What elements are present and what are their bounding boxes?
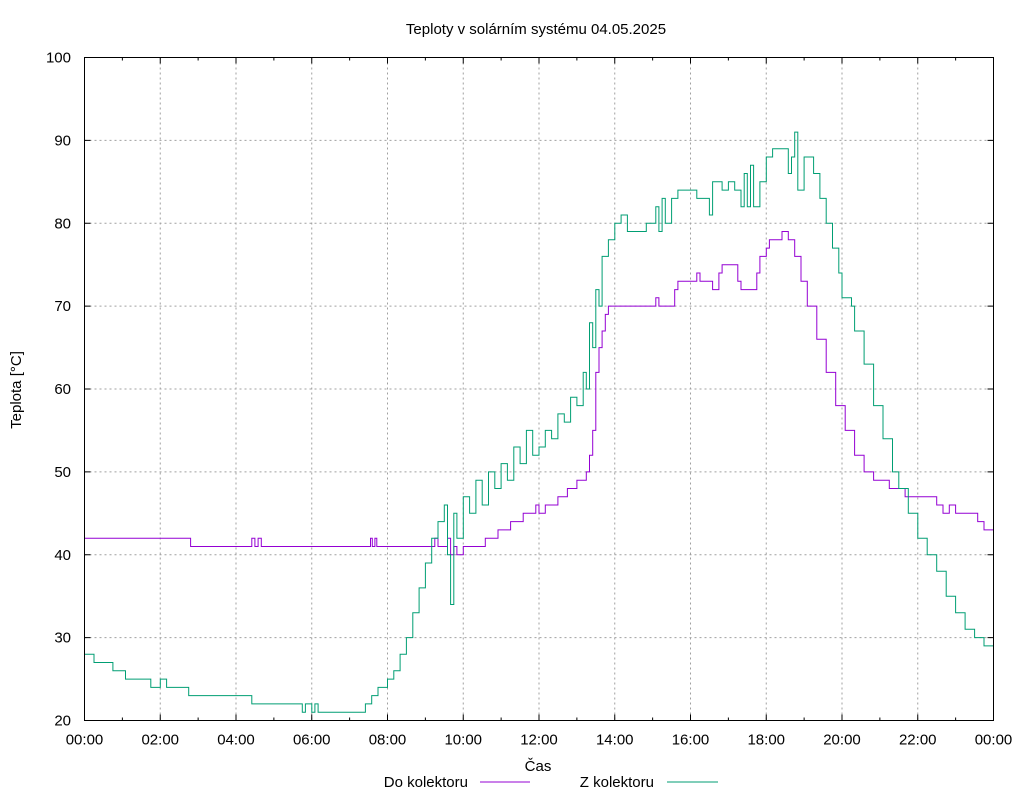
y-tick-label: 60 xyxy=(54,381,71,398)
x-tick-label: 14:00 xyxy=(596,732,634,749)
x-tick-label: 20:00 xyxy=(823,732,861,749)
x-tick-label: 16:00 xyxy=(672,732,710,749)
grid-lines xyxy=(84,57,994,721)
x-axis-label: Čas xyxy=(525,758,552,775)
y-tick-label: 50 xyxy=(54,464,71,481)
y-tick-label: 30 xyxy=(54,630,71,647)
y-tick-labels: 20 30 40 50 60 70 80 90 100 xyxy=(46,50,71,730)
x-tick-label: 10:00 xyxy=(444,732,482,749)
axis-ticks xyxy=(84,57,994,721)
y-tick-label: 70 xyxy=(54,298,71,315)
y-tick-label: 40 xyxy=(54,547,71,564)
x-tick-label: 18:00 xyxy=(747,732,785,749)
x-tick-label: 22:00 xyxy=(899,732,937,749)
legend-label-z-kolektoru: Z kolektoru xyxy=(580,774,654,791)
y-axis-label: Teplota [°C] xyxy=(8,351,25,429)
series-line-do-kolektoru xyxy=(84,231,994,556)
x-tick-label: 00:00 xyxy=(66,732,104,749)
y-tick-label: 90 xyxy=(54,132,71,149)
legend: Do kolektoru Z kolektoru xyxy=(384,774,718,791)
legend-label-do-kolektoru: Do kolektoru xyxy=(384,774,468,791)
series-line-z-kolektoru xyxy=(84,131,994,713)
series-layer xyxy=(84,131,994,713)
x-tick-label: 06:00 xyxy=(293,732,331,749)
x-tick-label: 00:00 xyxy=(975,732,1013,749)
chart-title: Teploty v solárním systému 04.05.2025 xyxy=(406,21,666,38)
x-tick-labels: 00:00 02:00 04:00 06:00 08:00 10:00 12:00 14:00… xyxy=(66,732,1013,749)
y-tick-label: 20 xyxy=(54,713,71,730)
x-tick-label: 04:00 xyxy=(217,732,255,749)
x-tick-label: 08:00 xyxy=(369,732,407,749)
y-tick-label: 100 xyxy=(46,50,71,67)
x-tick-label: 12:00 xyxy=(520,732,558,749)
y-tick-label: 80 xyxy=(54,215,71,232)
x-tick-label: 02:00 xyxy=(141,732,179,749)
